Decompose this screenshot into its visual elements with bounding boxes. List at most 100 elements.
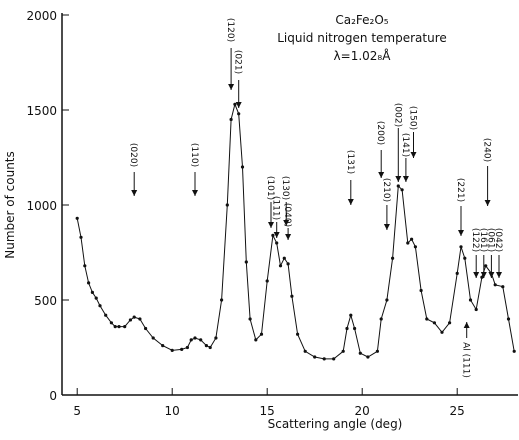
data-point bbox=[189, 338, 193, 342]
data-point bbox=[425, 317, 429, 321]
data-point bbox=[322, 357, 326, 361]
data-point bbox=[259, 332, 264, 336]
reflection-label: (040) bbox=[282, 203, 292, 227]
data-point bbox=[332, 357, 336, 361]
arrow-head bbox=[410, 152, 417, 158]
data-point bbox=[379, 317, 383, 321]
data-point bbox=[75, 216, 79, 220]
arrow-head bbox=[283, 220, 290, 226]
data-point bbox=[79, 235, 83, 239]
data-point bbox=[220, 298, 224, 302]
data-point bbox=[151, 336, 155, 340]
arrow-head bbox=[463, 322, 470, 328]
data-point bbox=[410, 237, 414, 241]
x-tick-label: 10 bbox=[165, 404, 180, 418]
data-point bbox=[254, 338, 258, 342]
reflection-label: (131) bbox=[345, 150, 355, 174]
x-tick-label: 25 bbox=[450, 404, 465, 418]
data-point bbox=[506, 317, 511, 321]
title-line: λ=1.02₈Å bbox=[334, 48, 392, 63]
arrow-head bbox=[268, 222, 274, 228]
data-point bbox=[480, 275, 484, 279]
data-point bbox=[265, 279, 269, 283]
reflection-label: (110) bbox=[189, 143, 199, 167]
data-point bbox=[341, 349, 345, 353]
data-point bbox=[225, 203, 229, 207]
y-tick-label: 0 bbox=[49, 389, 57, 403]
data-point bbox=[391, 256, 395, 260]
arrow-head bbox=[484, 200, 491, 206]
data-point bbox=[208, 345, 212, 350]
data-point bbox=[113, 325, 117, 329]
data-point bbox=[94, 296, 98, 300]
data-point bbox=[400, 188, 404, 192]
data-point bbox=[237, 112, 241, 116]
reflection-label: (130) bbox=[280, 176, 290, 200]
title-line: Liquid nitrogen temperature bbox=[277, 31, 447, 45]
data-point bbox=[290, 294, 294, 298]
data-point bbox=[90, 290, 94, 294]
data-point bbox=[204, 344, 208, 348]
data-point bbox=[214, 336, 218, 340]
data-point bbox=[286, 262, 290, 266]
arrow-head bbox=[273, 232, 280, 238]
reflection-label: (021) bbox=[233, 50, 243, 74]
data-point bbox=[484, 264, 488, 268]
arrow-head bbox=[131, 190, 138, 196]
data-point bbox=[193, 336, 197, 340]
data-point bbox=[271, 233, 275, 237]
data-point bbox=[244, 260, 248, 264]
data-point bbox=[459, 245, 463, 249]
reflection-label: (141) bbox=[400, 133, 410, 157]
data-point bbox=[180, 347, 184, 351]
arrow-head bbox=[378, 172, 385, 178]
reflection-label: (161) bbox=[478, 228, 488, 252]
data-point bbox=[233, 102, 237, 106]
data-point bbox=[366, 355, 370, 359]
x-axis-label: Scattering angle (deg) bbox=[268, 417, 403, 431]
data-point bbox=[104, 313, 108, 317]
data-point bbox=[375, 349, 379, 353]
data-point bbox=[199, 338, 203, 342]
data-point bbox=[303, 349, 307, 353]
x-tick-label: 20 bbox=[355, 404, 370, 418]
data-point bbox=[132, 315, 136, 319]
data-point bbox=[296, 332, 300, 336]
arrow-head bbox=[473, 272, 480, 278]
title-line: Ca₂Fe₂O₅ bbox=[335, 13, 388, 27]
reflection-label: (210) bbox=[381, 178, 391, 202]
arrow-head bbox=[496, 272, 502, 278]
data-point bbox=[345, 326, 349, 331]
reflection-label: (101) bbox=[265, 176, 275, 200]
reflection-label: (240) bbox=[482, 138, 492, 162]
data-point bbox=[229, 117, 233, 122]
arrow-head bbox=[458, 230, 464, 236]
arrow-head bbox=[192, 190, 198, 196]
data-point bbox=[170, 348, 174, 352]
data-point bbox=[313, 355, 317, 359]
y-tick-label: 500 bbox=[34, 294, 57, 308]
data-point bbox=[512, 349, 516, 353]
reflection-label: (020) bbox=[128, 143, 138, 167]
arrow-head bbox=[285, 234, 292, 240]
data-point bbox=[144, 326, 148, 331]
data-point bbox=[282, 256, 286, 260]
arrow-head bbox=[383, 224, 390, 230]
reflection-label: (061) bbox=[485, 228, 495, 252]
arrow-head bbox=[395, 176, 402, 182]
data-point bbox=[448, 321, 452, 325]
data-point bbox=[349, 313, 353, 317]
data-point bbox=[493, 283, 497, 287]
data-point bbox=[275, 241, 279, 245]
reflection-label: Al (111) bbox=[461, 342, 471, 378]
data-point bbox=[117, 325, 121, 329]
data-point bbox=[396, 184, 400, 188]
data-point bbox=[419, 288, 423, 293]
data-point bbox=[138, 317, 142, 321]
data-point bbox=[474, 307, 478, 312]
data-point bbox=[240, 165, 245, 169]
arrow-head bbox=[228, 84, 235, 90]
data-point bbox=[98, 304, 102, 308]
data-point bbox=[463, 256, 467, 260]
data-point bbox=[109, 321, 113, 325]
